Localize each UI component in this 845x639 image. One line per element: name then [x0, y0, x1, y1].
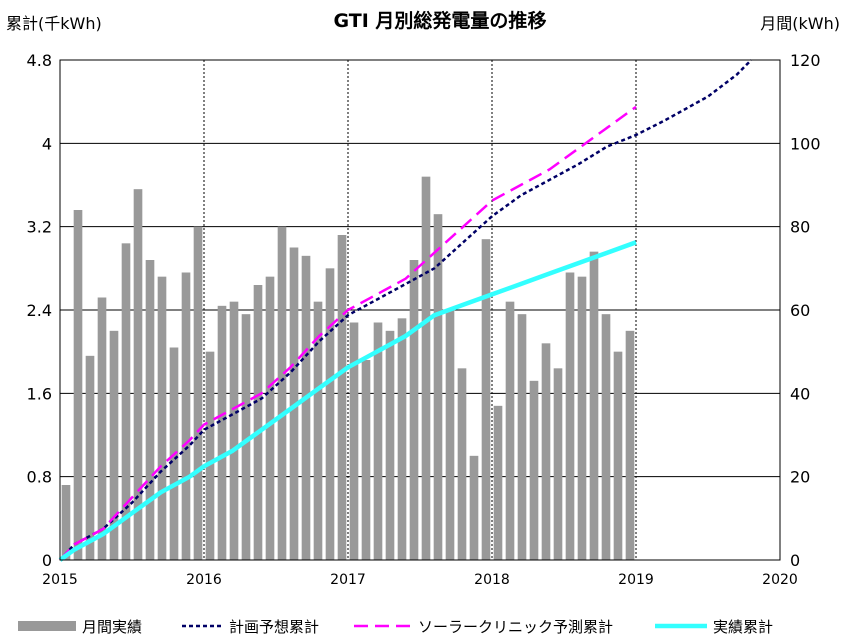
- monthly-bar: [457, 368, 467, 560]
- monthly-bar: [493, 405, 503, 560]
- monthly-bar: [121, 243, 131, 561]
- monthly-bar: [517, 314, 527, 560]
- x-tick-label: 2018: [474, 572, 510, 588]
- left-tick-label: 1.6: [27, 384, 52, 403]
- monthly-bar: [613, 351, 623, 560]
- monthly-bar: [325, 268, 335, 560]
- monthly-bar: [277, 226, 287, 560]
- monthly-bar: [313, 301, 323, 560]
- monthly-bar: [193, 226, 203, 560]
- monthly-bar: [337, 235, 347, 560]
- bar-series: [61, 176, 635, 561]
- monthly-bar: [253, 285, 263, 560]
- left-tick-label: 0: [42, 551, 52, 570]
- legend: 月間実績 計画予想累計 ソーラークリニック予測累計 実績累計: [18, 618, 773, 636]
- monthly-bar: [397, 318, 407, 560]
- monthly-bar: [409, 260, 419, 560]
- monthly-bar: [553, 368, 563, 560]
- monthly-bar: [601, 314, 611, 560]
- x-axis-ticks: 2015 2016 2017 2018 2019 2020: [42, 572, 798, 588]
- left-tick-label: 3.2: [27, 218, 52, 237]
- grid-lines: [60, 60, 780, 560]
- monthly-bar: [217, 305, 227, 560]
- monthly-bar: [85, 355, 95, 560]
- monthly-bar: [469, 455, 479, 560]
- x-tick-label: 2015: [42, 572, 78, 588]
- monthly-bar: [589, 251, 599, 560]
- x-tick-label: 2020: [762, 572, 798, 588]
- monthly-bar: [433, 214, 443, 560]
- cumulative-line: [58, 240, 637, 562]
- monthly-bar: [481, 239, 491, 560]
- x-tick-label: 2016: [186, 572, 222, 588]
- monthly-bar: [625, 330, 635, 560]
- monthly-bar: [421, 176, 431, 560]
- monthly-bar: [229, 301, 239, 560]
- monthly-bar: [109, 330, 119, 560]
- legend-label: 計画予想累計: [229, 618, 319, 636]
- right-axis-ticks: 0 20 40 60 80 100 120: [790, 51, 821, 570]
- monthly-bar: [241, 314, 251, 560]
- left-tick-label: 2.4: [27, 301, 52, 320]
- legend-label: 実績累計: [713, 618, 773, 636]
- monthly-bar: [529, 380, 539, 560]
- line-series: [58, 59, 753, 562]
- monthly-bar: [265, 276, 275, 560]
- left-axis-ticks: 0 0.8 1.6 2.4 3.2 4 4.8: [27, 51, 52, 570]
- right-tick-label: 120: [790, 51, 821, 70]
- left-tick-label: 0.8: [27, 468, 52, 487]
- right-tick-label: 40: [790, 384, 810, 403]
- plot-frame: [59, 59, 781, 561]
- monthly-bar: [445, 310, 455, 560]
- monthly-bar: [97, 297, 107, 560]
- left-axis-unit: 累計(千kWh): [6, 14, 102, 33]
- monthly-bar: [577, 276, 587, 560]
- cumulative-line: [59, 105, 637, 561]
- cumulative-line: [59, 59, 753, 561]
- monthly-bar: [301, 255, 311, 561]
- right-tick-label: 60: [790, 301, 810, 320]
- left-tick-label: 4: [42, 134, 52, 153]
- monthly-bar: [181, 272, 191, 560]
- monthly-bar: [73, 210, 83, 560]
- monthly-bar: [133, 189, 143, 560]
- legend-label: ソーラークリニック予測累計: [418, 618, 613, 636]
- monthly-bar: [145, 260, 155, 560]
- monthly-bar: [157, 276, 167, 560]
- monthly-bar: [373, 322, 383, 560]
- right-tick-label: 80: [790, 218, 810, 237]
- monthly-bar: [541, 343, 551, 560]
- x-tick-label: 2017: [330, 572, 366, 588]
- monthly-bar: [61, 485, 71, 560]
- left-tick-label: 4.8: [27, 51, 52, 70]
- monthly-bar: [505, 301, 515, 560]
- legend-swatch-bar: [18, 621, 76, 631]
- monthly-bar: [349, 322, 359, 560]
- right-tick-label: 100: [790, 134, 821, 153]
- right-tick-label: 20: [790, 468, 810, 487]
- monthly-bar: [385, 330, 395, 560]
- legend-label: 月間実績: [82, 618, 142, 636]
- right-axis-unit: 月間(kWh): [760, 14, 840, 33]
- chart-title: GTI 月別総発電量の推移: [334, 9, 547, 32]
- right-tick-label: 0: [790, 551, 800, 570]
- monthly-bar: [205, 351, 215, 560]
- monthly-bar: [361, 360, 371, 560]
- monthly-bar: [565, 272, 575, 560]
- x-tick-label: 2019: [618, 572, 654, 588]
